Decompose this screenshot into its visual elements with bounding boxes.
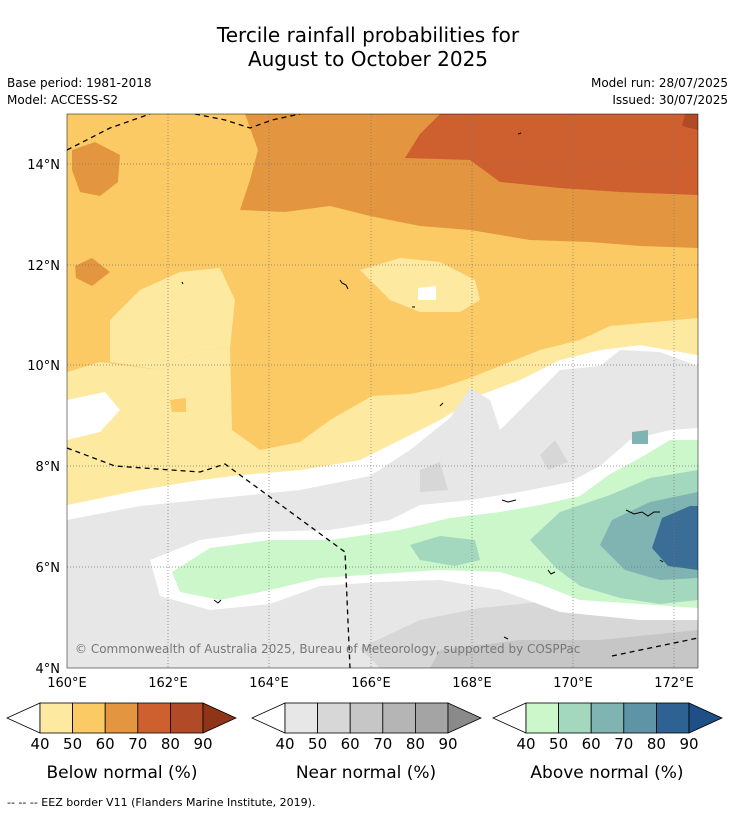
legend-swatch	[623, 702, 657, 734]
copyright-notice: © Commonwealth of Australia 2025, Bureau…	[75, 642, 580, 656]
legend-level-label: 60	[341, 735, 360, 753]
below-80-patch	[682, 114, 698, 130]
map-frame	[66, 113, 699, 669]
below-40-region-north	[360, 258, 480, 312]
legend-swatch	[39, 702, 73, 734]
legend-level-label: 80	[647, 735, 666, 753]
near-50-patch-2	[540, 440, 568, 470]
legend-level-label: 40	[30, 735, 49, 753]
legend-over-arrow	[688, 702, 723, 734]
legend-over-arrow	[447, 702, 482, 734]
eez-border	[67, 114, 698, 668]
below-60-patch-mid	[75, 258, 110, 286]
lon-label-164: 164°E	[249, 676, 289, 691]
lon-label-162: 162°E	[148, 676, 188, 691]
legend-level-label: 50	[549, 735, 568, 753]
map-title-line-1: Tercile rainfall probabilities for	[216, 23, 520, 47]
lat-label-14: 14°N	[27, 158, 60, 173]
below-40-region-south	[67, 318, 698, 505]
above-70-region	[652, 506, 698, 570]
model-label: Model: ACCESS-S2	[7, 93, 119, 107]
below-70-band	[405, 114, 698, 195]
legend-swatch	[590, 702, 625, 734]
legend-swatch	[317, 702, 351, 734]
legend-swatch	[169, 702, 204, 734]
legend-under-arrow	[492, 702, 527, 734]
legend-level-label: 40	[516, 735, 535, 753]
legend-level-label: 40	[275, 735, 294, 753]
lon-label-160: 160°E	[47, 676, 87, 691]
legend-swatch	[137, 702, 171, 734]
legend-swatch	[414, 702, 449, 734]
legend-title: Near normal (%)	[296, 763, 436, 783]
near-50-patch-1	[420, 462, 448, 492]
lat-label-12: 12°N	[27, 259, 60, 274]
legends: 40 50 60 70 80 90 Below normal (%) 40 50 60 70 80 90…	[6, 702, 723, 783]
legend-under-arrow	[251, 702, 286, 734]
legend-level-label: 50	[308, 735, 327, 753]
model-run-label: Model run: 28/07/2025	[590, 76, 728, 90]
legend-swatch	[104, 702, 139, 734]
legend-title: Below normal (%)	[47, 763, 198, 783]
legend-swatch	[382, 702, 416, 734]
above-50-patch	[410, 536, 480, 566]
legend-level-label: 90	[438, 735, 457, 753]
white-patch-west	[67, 392, 120, 440]
legend-swatch	[525, 702, 559, 734]
legend-swatch	[72, 702, 106, 734]
legend-swatch	[558, 702, 592, 734]
graticule	[67, 114, 698, 668]
legend-swatch	[349, 702, 384, 734]
eez-footnote: -- -- -- EEZ border V11 (Flanders Marine…	[7, 796, 316, 809]
below-60-patch-north	[72, 142, 120, 196]
legend-under-arrow	[6, 702, 41, 734]
legend-level-label: 70	[614, 735, 633, 753]
legend-swatch	[656, 702, 690, 734]
map-title-line-2: August to October 2025	[247, 47, 489, 71]
legend-level-label: 80	[406, 735, 425, 753]
legend-swatch	[284, 702, 318, 734]
legend-level-label: 90	[679, 735, 698, 753]
lat-label-8: 8°N	[36, 460, 61, 475]
legend-level-label: 70	[128, 735, 147, 753]
legend-level-label: 60	[96, 735, 115, 753]
lat-label-6: 6°N	[36, 561, 61, 576]
lon-label-170: 170°E	[553, 676, 593, 691]
legend-level-label: 60	[582, 735, 601, 753]
issued-label: Issued: 30/07/2025	[612, 93, 728, 107]
legend-over-arrow	[202, 702, 237, 734]
legend-level-label: 70	[373, 735, 392, 753]
legend-level-label: 50	[63, 735, 82, 753]
white-hole	[418, 286, 436, 300]
lon-label-166: 166°E	[351, 676, 391, 691]
lon-label-172: 172°E	[654, 676, 694, 691]
legend-1: 40 50 60 70 80 90 Below normal (%)	[6, 702, 237, 783]
base-period-label: Base period: 1981-2018	[7, 76, 152, 90]
legend-level-label: 80	[161, 735, 180, 753]
lat-label-4: 4°N	[36, 662, 61, 677]
legend-level-label: 90	[193, 735, 212, 753]
below-40-region-west	[110, 268, 235, 370]
probability-fields	[67, 114, 698, 668]
coastline	[181, 132, 664, 640]
legend-3: 40 50 60 70 80 90 Above normal (%)	[492, 702, 723, 783]
lon-label-168: 168°E	[452, 676, 492, 691]
legend-title: Above normal (%)	[530, 763, 683, 783]
lat-label-10: 10°N	[27, 359, 60, 374]
near-60-region-south	[430, 630, 698, 668]
